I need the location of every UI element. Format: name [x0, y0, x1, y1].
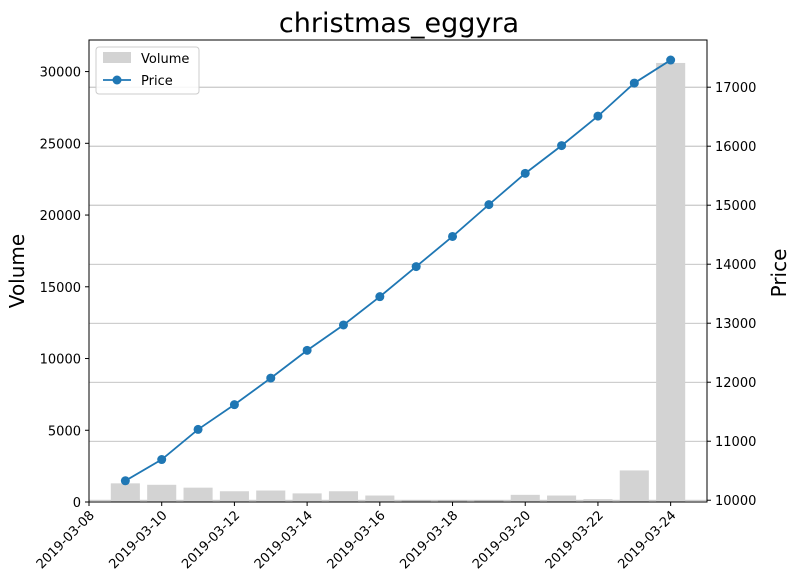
volume-bar	[583, 499, 613, 502]
left-tick-label: 30000	[40, 66, 81, 81]
right-tick-label: 14000	[715, 258, 756, 273]
x-tick-label: 2019-03-16	[325, 508, 389, 572]
grid	[89, 86, 707, 501]
x-axis-ticks: 2019-03-08 2019-03-10 2019-03-12 2019-03-14…	[34, 502, 679, 572]
left-tick-label: 20000	[40, 209, 81, 224]
x-tick-label: 2019-03-12	[179, 508, 243, 572]
x-tick-label: 2019-03-22	[543, 508, 607, 572]
volume-bar	[219, 491, 249, 502]
volume-bars	[110, 62, 686, 503]
left-tick-label: 25000	[40, 137, 81, 152]
plot-frame	[88, 39, 708, 503]
right-tick-label: 11000	[715, 435, 756, 450]
price-point	[193, 424, 203, 434]
price-point	[448, 231, 458, 241]
volume-bar	[437, 500, 468, 502]
legend-price-marker	[112, 75, 122, 85]
x-tick-label: 2019-03-20	[470, 508, 534, 572]
left-tick-label: 10000	[40, 353, 81, 368]
x-tick-label: 2019-03-10	[106, 508, 170, 572]
left-tick-label: 5000	[48, 424, 81, 439]
price-point	[266, 373, 276, 383]
chart-title: christmas_eggyra	[279, 8, 519, 39]
volume-bar	[474, 500, 504, 502]
volume-bar	[328, 491, 359, 502]
price-point	[484, 200, 494, 210]
volume-bar	[547, 495, 577, 502]
volume-bar	[365, 495, 395, 502]
left-axis-ticks: 0 5000 10000 15000 20000 25000 30000	[40, 66, 89, 511]
price-point	[157, 455, 167, 465]
price-point	[629, 78, 639, 88]
volume-bar	[619, 470, 649, 502]
volume-bar	[183, 487, 213, 502]
legend-price-label: Price	[141, 74, 173, 89]
price-point	[593, 111, 603, 121]
price-point	[666, 55, 676, 65]
right-tick-label: 17000	[715, 81, 756, 96]
volume-bar	[401, 500, 431, 502]
price-point	[120, 476, 130, 486]
volume-bar	[147, 484, 177, 502]
x-tick-label: 2019-03-08	[34, 508, 98, 572]
volume-bar	[510, 494, 540, 502]
price-point	[557, 141, 567, 151]
right-tick-label: 12000	[715, 376, 756, 391]
right-tick-label: 15000	[715, 199, 756, 214]
price-point	[302, 345, 312, 355]
price-series-line	[124, 59, 672, 482]
volume-bar	[656, 62, 686, 503]
right-tick-label: 10000	[715, 494, 756, 509]
legend: Volume Price	[95, 46, 200, 95]
volume-bar	[110, 483, 140, 502]
price-point	[375, 292, 385, 302]
right-tick-label: 13000	[715, 317, 756, 332]
price-line	[120, 55, 676, 486]
x-tick-label: 2019-03-14	[252, 508, 316, 572]
x-tick-label: 2019-03-24	[615, 508, 679, 572]
left-tick-label: 0	[73, 496, 81, 511]
legend-volume-swatch	[103, 52, 131, 63]
left-tick-label: 15000	[40, 281, 81, 296]
legend-volume-label: Volume	[141, 52, 189, 67]
left-axis-title: Volume	[5, 234, 29, 308]
volume-bar	[292, 493, 322, 502]
x-tick-label: 2019-03-18	[397, 508, 461, 572]
price-point	[229, 400, 239, 410]
price-point	[411, 262, 421, 272]
price-point	[338, 320, 348, 330]
volume-bar	[256, 490, 286, 502]
right-axis-title: Price	[767, 249, 791, 298]
price-point	[520, 168, 530, 178]
right-tick-label: 16000	[715, 140, 756, 155]
right-axis-ticks: 10000 11000 12000 13000 14000 15000 16000 17000	[707, 81, 756, 509]
